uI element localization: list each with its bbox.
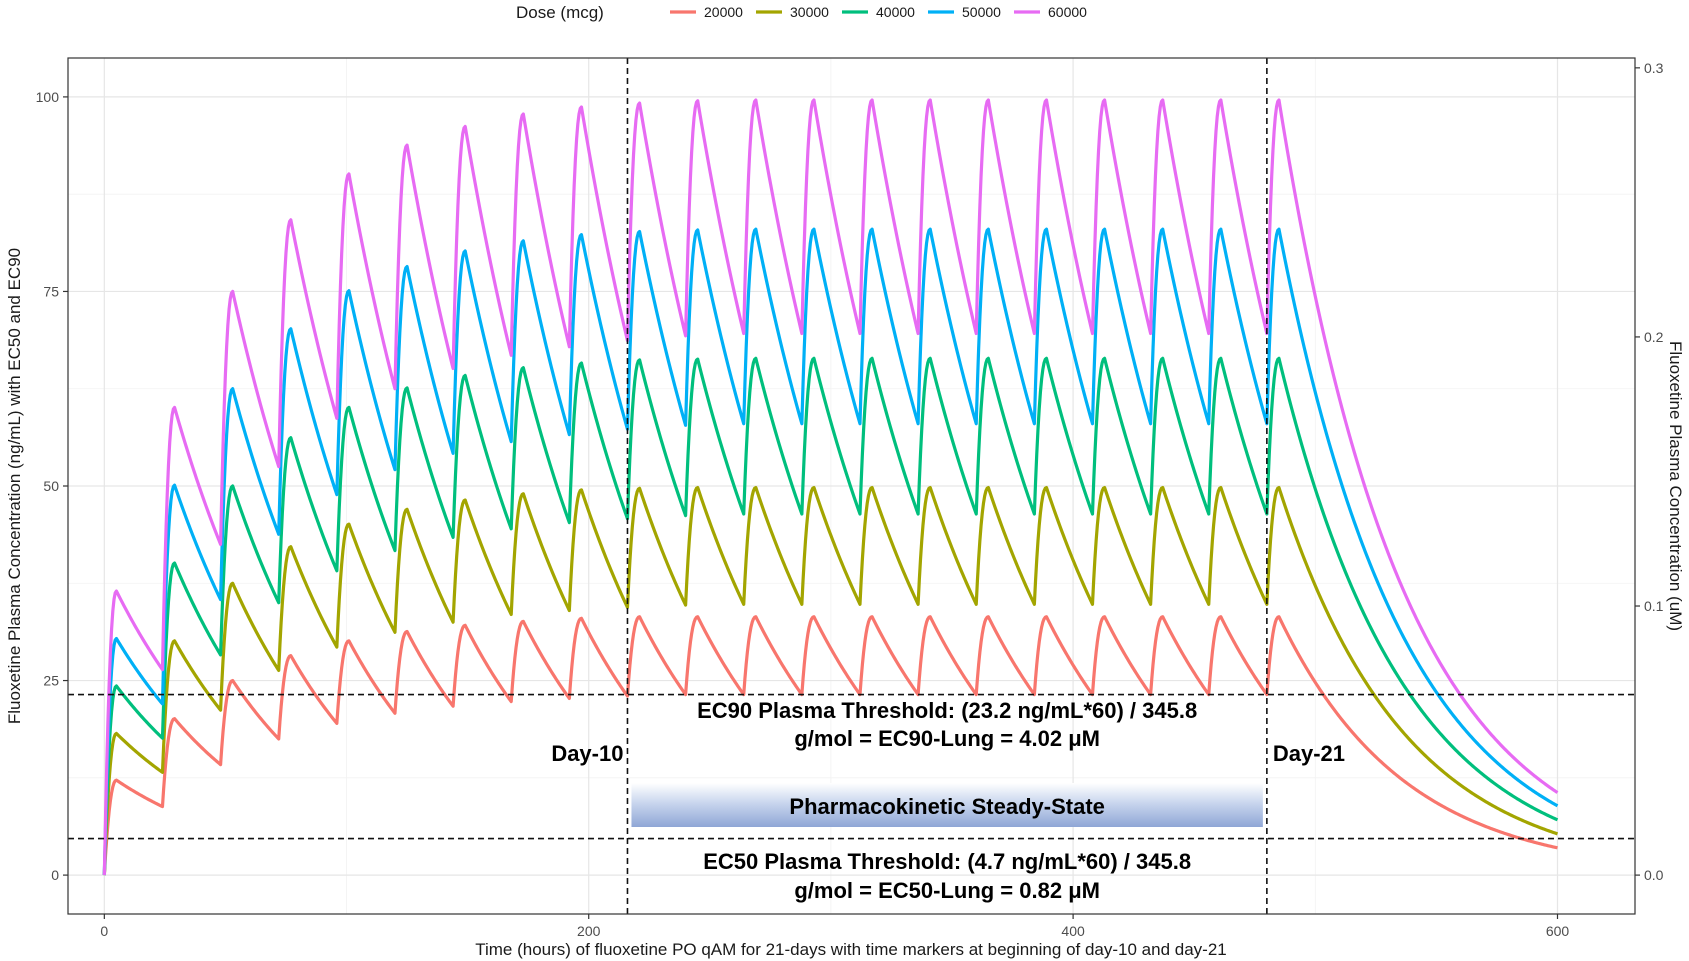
legend-label-50000: 50000: [962, 4, 1001, 20]
x-tick-label: 200: [577, 923, 601, 939]
series-line-30000: [102, 485, 1559, 876]
reference-lines: [68, 58, 1635, 914]
y-tick-label: 100: [36, 89, 60, 105]
legend-label-20000: 20000: [704, 4, 743, 20]
legend-title: Dose (mcg): [516, 3, 604, 22]
legend-label-30000: 30000: [790, 4, 829, 20]
y-axis-right-title: Fluoxetine Plasma Concentration (uM): [1666, 341, 1685, 631]
ec50-annotation-line2: g/mol = EC50-Lung = 0.82 μM: [794, 878, 1100, 903]
series-line-60000: [102, 98, 1559, 876]
legend-label-40000: 40000: [876, 4, 915, 20]
x-tick-label: 0: [100, 923, 108, 939]
ec50-annotation-line1: EC50 Plasma Threshold: (4.7 ng/mL*60) / …: [703, 849, 1191, 874]
y-tick-label: 0: [51, 867, 59, 883]
y-right-tick-label: 0.1: [1644, 598, 1664, 614]
legend-label-60000: 60000: [1048, 4, 1087, 20]
series-group: [102, 98, 1559, 876]
series-line-20000: [102, 615, 1558, 876]
x-axis-title: Time (hours) of fluoxetine PO qAM for 21…: [475, 940, 1227, 959]
series-line-50000: [102, 227, 1559, 876]
legend: Dose (mcg) 20000 30000 40000 50000 60000: [516, 3, 1087, 22]
y-right-tick-label: 0.2: [1644, 329, 1664, 345]
y-axis-right: 0.0 0.1 0.2 0.3: [1635, 60, 1664, 883]
y-tick-label: 75: [43, 283, 59, 299]
y-right-tick-label: 0.0: [1644, 867, 1664, 883]
ec90-annotation-line1: EC90 Plasma Threshold: (23.2 ng/mL*60) /…: [697, 698, 1197, 723]
y-tick-label: 50: [43, 478, 59, 494]
x-axis: 0 200 400 600: [100, 914, 1569, 939]
y-axis-title: Fluoxetine Plasma Concentration (ng/mL) …: [5, 248, 24, 724]
steady-state-banner: [631, 783, 1263, 827]
y-tick-label: 25: [43, 673, 59, 689]
series-line-40000: [102, 356, 1559, 876]
legend-entries: 20000 30000 40000 50000 60000: [670, 4, 1087, 20]
x-tick-label: 600: [1546, 923, 1570, 939]
ec90-annotation-line2: g/mol = EC90-Lung = 4.02 μM: [794, 726, 1100, 751]
plot-panel: Pharmacokinetic Steady-State EC90 Plasma…: [67, 57, 1636, 915]
day10-label: Day-10: [551, 741, 623, 766]
y-right-tick-label: 0.3: [1644, 60, 1664, 76]
y-axis-left: 0 25 50 75 100: [36, 89, 68, 883]
steady-state-label: Pharmacokinetic Steady-State: [789, 794, 1104, 819]
x-tick-label: 400: [1061, 923, 1085, 939]
day21-label: Day-21: [1273, 741, 1345, 766]
